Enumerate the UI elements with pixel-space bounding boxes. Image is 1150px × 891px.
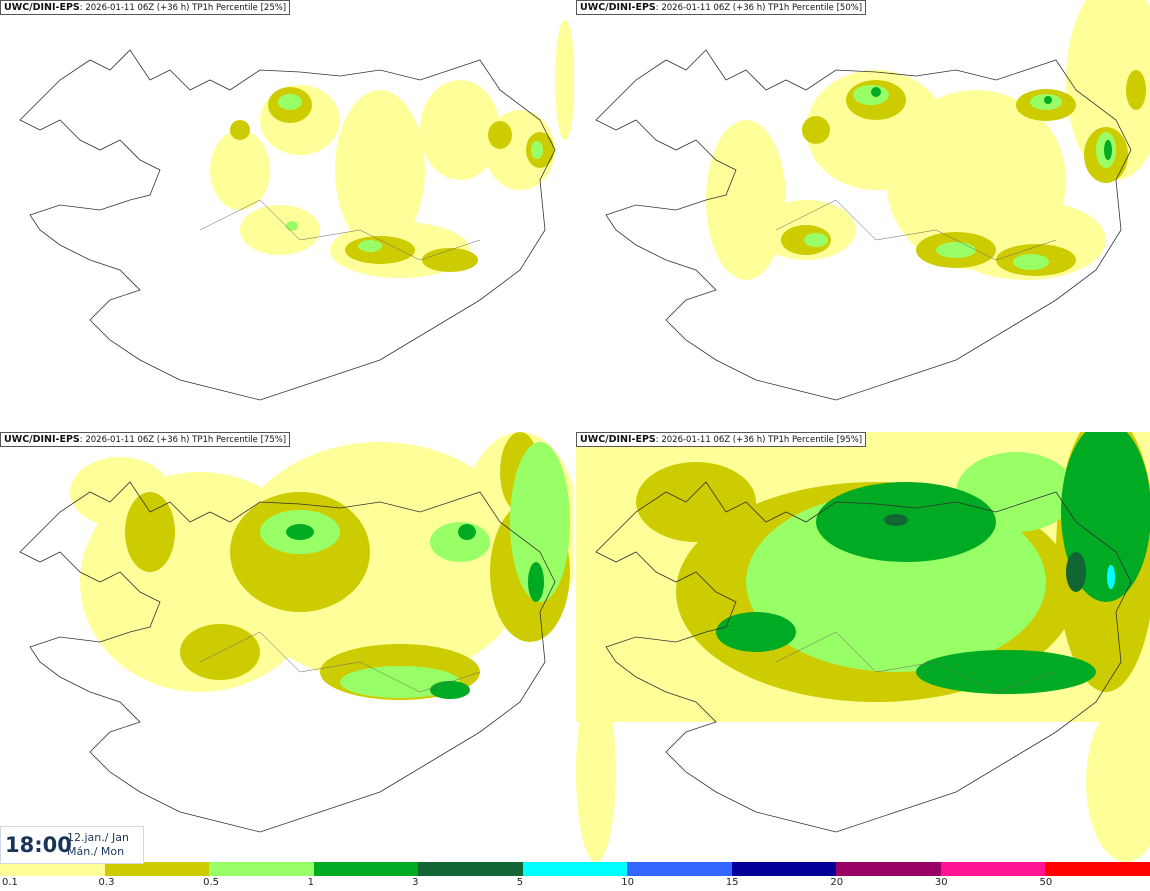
colorbar-labels: 0.1 0.3 0.5 1 3 5 10 15 20 30 50 [0,876,1150,891]
precip-map-75 [19,432,574,833]
colorbar-label: 15 [725,877,739,888]
colorbar-segment [522,862,629,876]
colorbar-segment [104,862,211,876]
colorbar-segment [313,862,420,876]
panel-title: UWC/DINI-EPS: 2026-01-11 06Z (+36 h) TP1… [576,0,867,15]
precip-map-50 [595,0,1150,401]
colorbar-label: 5 [516,877,524,888]
colorbar-segment [418,862,524,876]
colorbar-segment [209,862,315,876]
panel-title: UWC/DINI-EPS: 2026-01-11 06Z (+36 h) TP1… [0,432,291,447]
valid-time-box: 18:00 12.jan./ Jan Mán./ Mon [0,826,144,864]
panel-title: UWC/DINI-EPS: 2026-01-11 06Z (+36 h) TP1… [0,0,291,15]
colorbar-label: 20 [830,877,844,888]
map-panel-75: UWC/DINI-EPS: 2026-01-11 06Z (+36 h) TP1… [0,432,574,862]
precip-map-25 [19,20,574,401]
colorbar-label: 1 [307,877,314,888]
colorbar-label: 3 [412,877,419,888]
colorbar-label: 30 [934,877,948,888]
colorbar-segment [731,862,838,876]
panel-title: UWC/DINI-EPS: 2026-01-11 06Z (+36 h) TP1… [576,432,867,447]
map-panel-95: UWC/DINI-EPS: 2026-01-11 06Z (+36 h) TP1… [576,432,1150,862]
valid-time: 18:00 [5,833,72,857]
precipitation-colorbar [0,862,1150,876]
colorbar-label: 0.3 [98,877,115,888]
valid-date: 12.jan./ Jan Mán./ Mon [67,831,129,858]
panel-divider-horizontal [0,430,1150,432]
colorbar-label: 50 [1039,877,1053,888]
colorbar-label: 0.5 [203,877,219,888]
map-panel-50: UWC/DINI-EPS: 2026-01-11 06Z (+36 h) TP1… [576,0,1150,430]
colorbar-label: 0.1 [2,877,18,888]
colorbar-segment [1045,862,1150,876]
precip-map-95 [576,432,1150,862]
colorbar-label: 10 [621,877,634,888]
colorbar-segment [0,862,106,876]
colorbar-segment [940,862,1047,876]
map-panel-25: UWC/DINI-EPS: 2026-01-11 06Z (+36 h) TP1… [0,0,574,430]
colorbar-segment [836,862,942,876]
colorbar-segment [627,862,733,876]
